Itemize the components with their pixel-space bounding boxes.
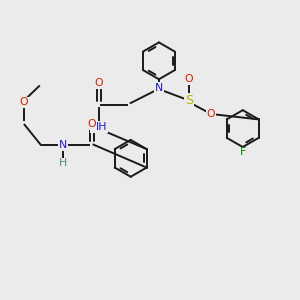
Text: O: O: [88, 119, 96, 129]
Text: NH: NH: [91, 122, 107, 132]
Text: H: H: [59, 158, 67, 168]
Text: O: O: [184, 74, 193, 84]
Text: N: N: [59, 140, 67, 150]
Text: O: O: [207, 109, 215, 119]
Text: N: N: [155, 83, 163, 93]
Text: F: F: [240, 147, 246, 158]
Text: O: O: [94, 78, 103, 88]
Text: O: O: [20, 98, 28, 107]
Text: S: S: [184, 94, 193, 107]
